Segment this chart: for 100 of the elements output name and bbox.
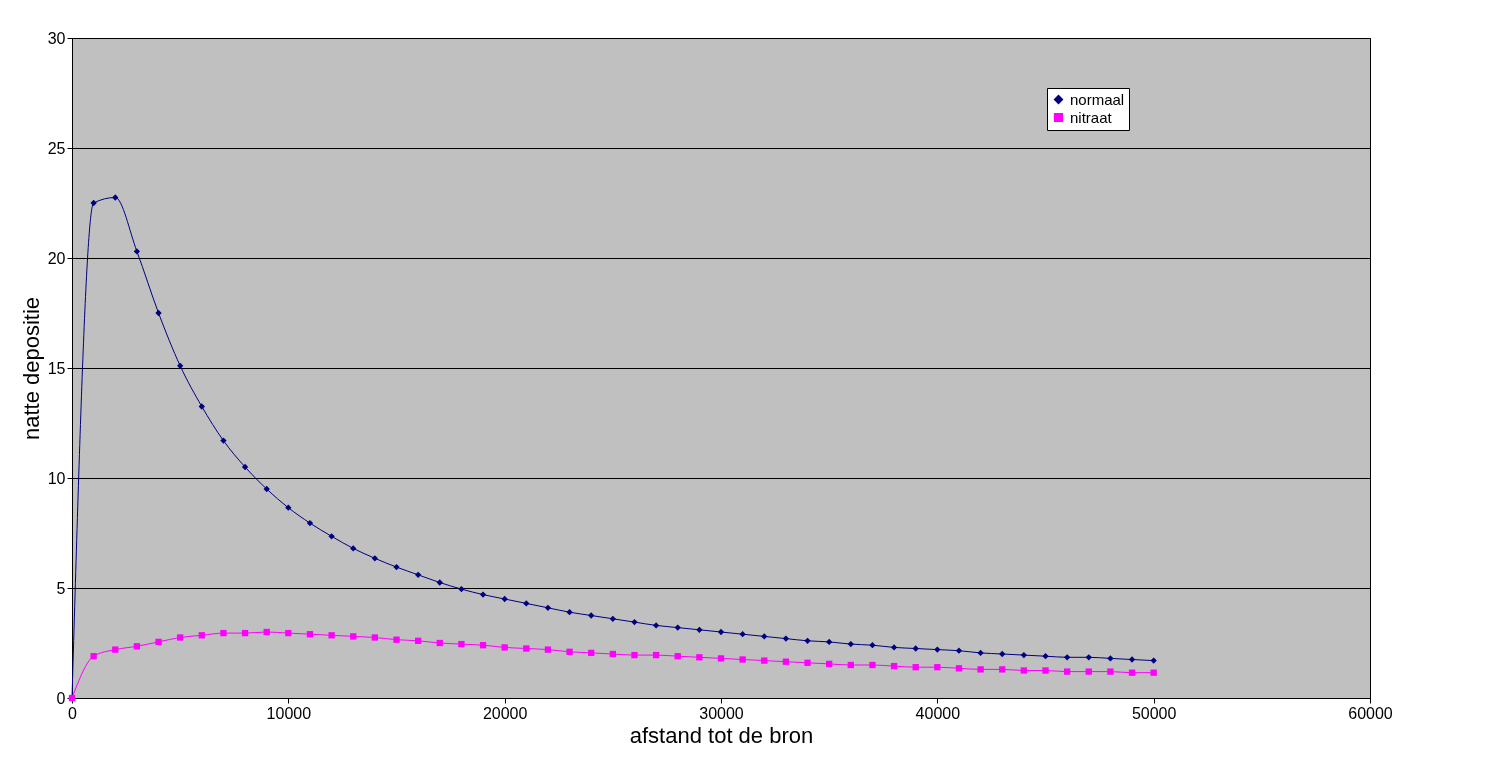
point bbox=[1020, 667, 1028, 674]
point bbox=[393, 636, 400, 643]
x-tick-label: 40000 bbox=[915, 704, 961, 722]
point bbox=[393, 563, 400, 571]
point bbox=[1063, 654, 1071, 661]
point bbox=[544, 646, 552, 653]
point bbox=[955, 647, 963, 654]
x-tick-label: 20000 bbox=[482, 704, 528, 722]
point bbox=[501, 644, 508, 651]
point bbox=[739, 631, 746, 638]
point bbox=[609, 650, 616, 658]
point bbox=[263, 485, 270, 493]
point bbox=[1063, 668, 1071, 675]
legend-label: normaal bbox=[1070, 90, 1125, 108]
point bbox=[782, 658, 790, 665]
point bbox=[955, 665, 963, 672]
point bbox=[371, 634, 379, 641]
point bbox=[890, 662, 898, 670]
point bbox=[761, 633, 768, 640]
point bbox=[414, 571, 422, 578]
point bbox=[912, 645, 919, 652]
point bbox=[133, 248, 141, 255]
point bbox=[458, 585, 465, 593]
point bbox=[479, 642, 487, 649]
point bbox=[566, 648, 573, 655]
point bbox=[198, 403, 205, 410]
point bbox=[977, 649, 984, 657]
point bbox=[696, 626, 703, 633]
point bbox=[436, 579, 443, 586]
point bbox=[414, 637, 422, 644]
point bbox=[285, 504, 292, 511]
point bbox=[306, 519, 314, 527]
point bbox=[912, 664, 919, 671]
point bbox=[1107, 655, 1114, 662]
point bbox=[241, 629, 249, 637]
point bbox=[177, 362, 184, 369]
point bbox=[652, 622, 660, 629]
point bbox=[869, 661, 876, 669]
point bbox=[674, 624, 681, 631]
x-tick-label: 0 bbox=[68, 704, 78, 722]
point bbox=[523, 600, 530, 607]
point bbox=[826, 638, 833, 646]
point bbox=[479, 591, 487, 598]
point bbox=[588, 649, 595, 657]
point bbox=[804, 659, 811, 666]
point bbox=[696, 654, 703, 661]
point bbox=[609, 615, 616, 622]
y-tick-label: 15 bbox=[47, 359, 66, 377]
point bbox=[1128, 669, 1136, 676]
point bbox=[631, 651, 638, 659]
point bbox=[458, 640, 465, 648]
point bbox=[328, 632, 335, 639]
x-tick-label: 30000 bbox=[699, 704, 744, 722]
point bbox=[263, 628, 270, 636]
point bbox=[1107, 668, 1114, 675]
point bbox=[350, 545, 357, 552]
point bbox=[220, 437, 227, 444]
point bbox=[1150, 669, 1157, 676]
x-tick-label: 50000 bbox=[1131, 704, 1177, 722]
x-tick-label: 10000 bbox=[266, 704, 312, 722]
point bbox=[177, 634, 184, 641]
y-tick-label: 10 bbox=[47, 469, 66, 487]
point bbox=[436, 639, 443, 647]
point bbox=[350, 633, 357, 640]
y-tick-label: 20 bbox=[47, 249, 66, 267]
point bbox=[717, 628, 725, 636]
point bbox=[90, 199, 97, 207]
point bbox=[999, 650, 1006, 658]
point bbox=[501, 595, 508, 603]
point bbox=[739, 656, 746, 663]
y-tick-label: 30 bbox=[47, 29, 66, 47]
point bbox=[934, 664, 941, 671]
point bbox=[220, 629, 227, 637]
point bbox=[977, 666, 984, 673]
point bbox=[631, 618, 638, 626]
point bbox=[112, 194, 119, 201]
point bbox=[90, 653, 97, 660]
point bbox=[652, 651, 660, 659]
point bbox=[999, 666, 1006, 673]
y-tick-label: 25 bbox=[47, 139, 66, 157]
y-tick-label: 5 bbox=[56, 579, 66, 597]
point bbox=[155, 309, 162, 317]
point bbox=[133, 643, 141, 650]
point bbox=[717, 655, 725, 662]
point bbox=[1150, 657, 1157, 664]
point bbox=[847, 661, 854, 669]
point bbox=[1085, 668, 1092, 675]
point bbox=[285, 629, 292, 637]
point bbox=[1042, 653, 1049, 660]
point bbox=[544, 604, 552, 611]
x-tick-label: 60000 bbox=[1348, 704, 1393, 722]
point bbox=[328, 533, 335, 540]
point bbox=[1128, 656, 1136, 663]
point bbox=[241, 463, 249, 471]
x-axis-title: afstand tot de bron bbox=[629, 722, 814, 748]
y-axis-title: natte depositie bbox=[18, 296, 44, 441]
point bbox=[804, 637, 811, 644]
legend-label: nitraat bbox=[1070, 108, 1113, 126]
point bbox=[761, 657, 768, 664]
point bbox=[869, 642, 876, 649]
